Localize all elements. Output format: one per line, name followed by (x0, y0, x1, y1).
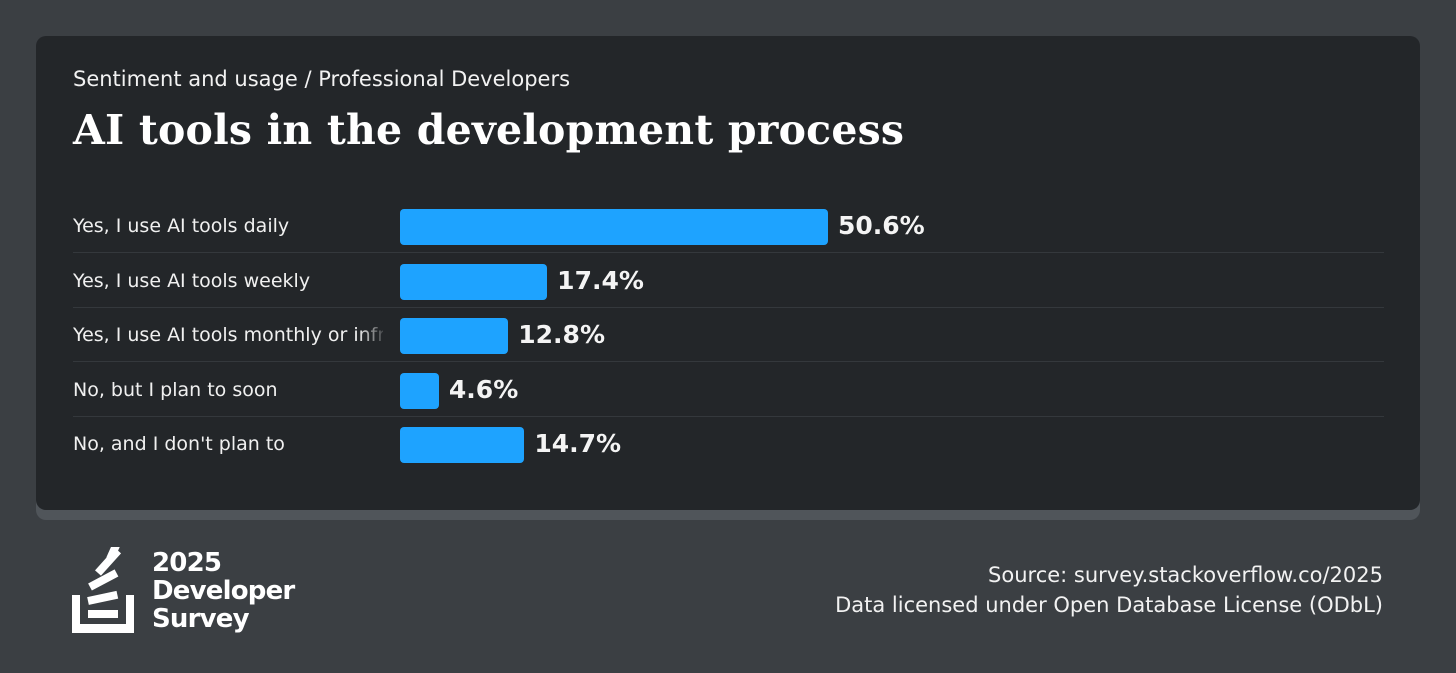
category-label: Yes, I use AI tools daily (73, 215, 290, 237)
value-label: 12.8% (518, 320, 605, 349)
row-divider (73, 307, 1384, 308)
logo-year: 2025 (152, 548, 222, 578)
stackoverflow-logo-icon (72, 547, 134, 633)
chart-title: AI tools in the development process (73, 106, 905, 154)
label-fade (358, 363, 388, 417)
logo-survey: Survey (152, 604, 250, 634)
bar (400, 264, 548, 300)
source-block: Source: survey.stackoverflow.co/2025 Dat… (835, 560, 1383, 620)
category-label: No, but I plan to soon (73, 379, 278, 401)
bar-row: Yes, I use AI tools weekly 17.4% (36, 254, 1420, 308)
label-fade (358, 254, 388, 308)
category-label: No, and I don't plan to (73, 433, 285, 455)
label-fade (358, 417, 388, 471)
label-fade (358, 308, 388, 362)
bar-row: Yes, I use AI tools monthly or infrequen… (36, 308, 1420, 362)
logo-developer: Developer (152, 576, 295, 606)
bar-row: No, but I plan to soon 4.6% (36, 363, 1420, 417)
row-divider (73, 361, 1384, 362)
developer-survey-logo: 2025 Developer Survey (72, 547, 302, 639)
logo-text: 2025 Developer Survey (152, 548, 295, 634)
value-label: 14.7% (534, 429, 622, 458)
bar (400, 427, 525, 463)
category-label: Yes, I use AI tools monthly or infrequen… (73, 324, 383, 346)
chart-subtitle: Sentiment and usage / Professional Devel… (73, 67, 571, 91)
category-label: Yes, I use AI tools weekly (73, 270, 311, 292)
value-label: 17.4% (557, 266, 644, 295)
row-divider (73, 416, 1384, 417)
bar (400, 209, 828, 245)
row-divider (73, 252, 1384, 253)
bar-row: No, and I don't plan to 14.7% (36, 417, 1420, 471)
chart-card: Sentiment and usage / Professional Devel… (36, 36, 1420, 510)
value-label: 4.6% (448, 375, 519, 404)
bar (400, 373, 439, 409)
label-fade (358, 199, 388, 253)
value-label: 50.6% (838, 211, 925, 240)
bar (400, 318, 509, 354)
license-text: Data licensed under Open Database Licens… (835, 593, 1383, 617)
source-text: Source: survey.stackoverflow.co/2025 (988, 563, 1383, 587)
bar-row: Yes, I use AI tools daily 50.6% (36, 199, 1420, 253)
